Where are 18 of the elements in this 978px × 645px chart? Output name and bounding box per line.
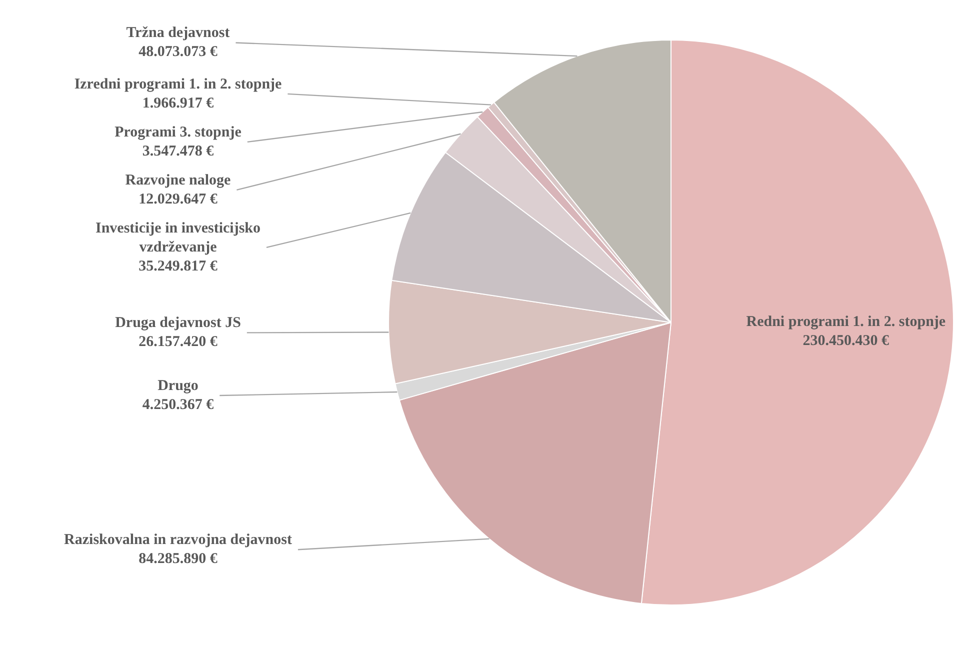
- slice-label: Raziskovalna in razvojna dejavnost: [64, 532, 292, 548]
- slice-label: Programi 3. stopnje: [114, 124, 242, 140]
- slice-label: Redni programi 1. in 2. stopnje: [746, 314, 946, 330]
- slice-label: Druga dejavnost JS: [115, 315, 241, 332]
- slice-label: Investicije in investicijsko vzdrževanje: [96, 220, 260, 256]
- slice-label: Izredni programi 1. in 2. stopnje: [74, 76, 282, 92]
- slice-label: Tržna dejavnost: [126, 25, 230, 42]
- slice-label: Drugo: [158, 378, 198, 394]
- data-label: 4.250.367 €: [142, 396, 214, 413]
- data-label: 84.285.890 €: [138, 551, 218, 568]
- data-label: 35.249.817 €: [138, 258, 218, 274]
- data-label: 3.547.478 €: [142, 143, 214, 160]
- data-label: 26.157.420 €: [138, 334, 218, 350]
- data-label: 230.450.430 €: [802, 333, 890, 350]
- data-label: 48.073.073 €: [138, 44, 218, 60]
- data-label: 12.029.647 €: [138, 191, 218, 208]
- data-label: 1.966.917 €: [142, 95, 214, 112]
- slice-label: Razvojne naloge: [125, 172, 232, 188]
